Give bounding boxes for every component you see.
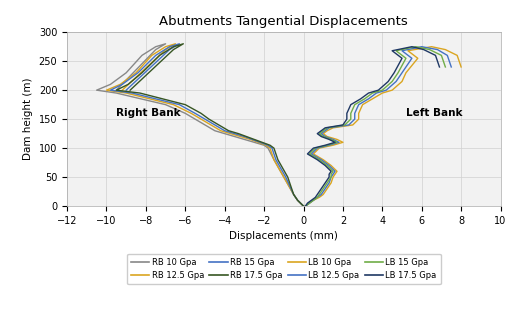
Text: Left Bank: Left Bank — [406, 108, 462, 118]
Text: Right Bank: Right Bank — [116, 108, 181, 118]
Y-axis label: Dam height (m): Dam height (m) — [23, 78, 33, 160]
Legend: RB 10 Gpa, RB 12.5 Gpa, RB 15 Gpa, RB 17.5 Gpa, LB 10 Gpa, LB 12.5 Gpa, LB 15 Gp: RB 10 Gpa, RB 12.5 Gpa, RB 15 Gpa, RB 17… — [127, 254, 441, 284]
Title: Abutments Tangential Displacements: Abutments Tangential Displacements — [159, 15, 408, 28]
X-axis label: Displacements (mm): Displacements (mm) — [230, 232, 338, 242]
